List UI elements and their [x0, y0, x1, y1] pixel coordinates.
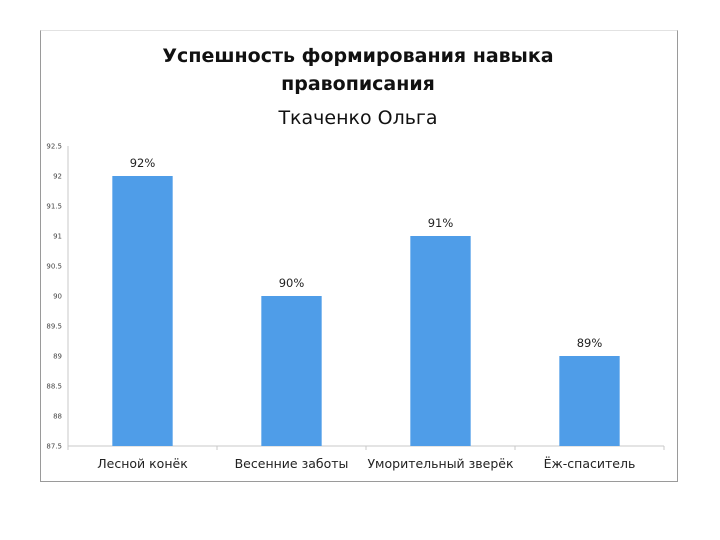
y-tick-label: 91 [53, 233, 62, 241]
data-label: 91% [428, 216, 454, 230]
x-tick-label: Уморительный зверёк [367, 456, 514, 471]
y-tick-label: 90.5 [46, 263, 62, 271]
x-tick-label: Лесной конёк [97, 456, 188, 471]
x-tick-label: Ёж-спаситель [544, 456, 636, 471]
plot-area: 92.5 92 91.5 91 90.5 90 89.5 89 88.5 88 87.5 92% Лес… [46, 143, 665, 471]
y-tick-label: 89.5 [46, 323, 62, 331]
x-tick-label: Весенние заботы [235, 456, 349, 471]
data-label: 90% [279, 276, 305, 290]
y-tick-label: 89 [53, 353, 62, 361]
y-tick-label: 92.5 [46, 143, 62, 151]
chart-subtitle: Ткаченко Ольга [277, 107, 437, 129]
y-tick-label: 92 [53, 173, 62, 181]
y-tick-label: 91.5 [46, 203, 62, 211]
y-tick-label: 88 [53, 413, 62, 421]
bar [112, 176, 173, 446]
chart-title-line-1: Успешность формирования навыка [162, 45, 553, 67]
bar [261, 296, 322, 446]
data-label: 92% [130, 156, 156, 170]
chart-title-line-2: правописания [281, 73, 435, 95]
y-tick-label: 87.5 [46, 443, 62, 451]
data-label: 89% [577, 336, 603, 350]
bar [410, 236, 471, 446]
y-tick-label: 90 [53, 293, 62, 301]
bar [559, 356, 620, 446]
y-tick-label: 88.5 [46, 383, 62, 391]
